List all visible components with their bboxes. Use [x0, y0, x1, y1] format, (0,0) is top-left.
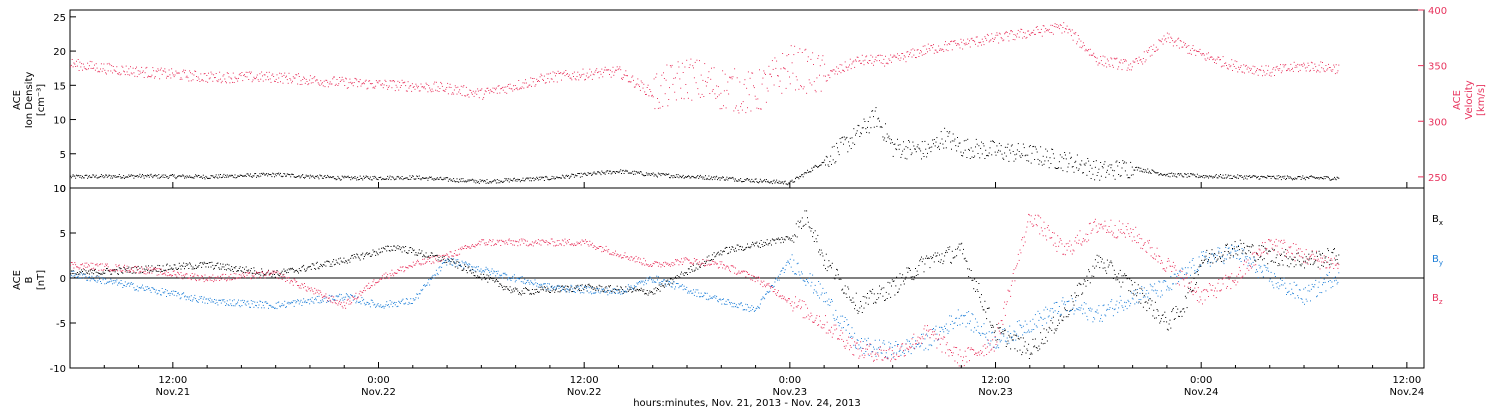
- density-axis-label-line3: [cm⁻³]: [36, 84, 47, 116]
- density-tick-label: 15: [53, 81, 66, 92]
- density-tick-label: 5: [60, 150, 66, 161]
- field-axis: -10 -5 0 5 10: [50, 184, 76, 375]
- velocity-tick-label: 400: [1428, 6, 1447, 17]
- time-tick-label: 12:00: [1392, 375, 1421, 386]
- date-tick-label: Nov.21: [156, 387, 191, 398]
- velocity-axis-label-line1: ACE: [1452, 90, 1463, 110]
- density-tick-label: 20: [53, 47, 66, 58]
- field-tick-label: 5: [60, 229, 66, 240]
- date-tick-label: Nov.23: [978, 387, 1013, 398]
- velocity-axis-label-line3: [km/s]: [1476, 84, 1487, 116]
- density-axis: 0 5 10 15 20 25: [53, 13, 76, 195]
- date-tick-label: Nov.24: [1390, 387, 1425, 398]
- velocity-series: [70, 22, 1340, 114]
- velocity-tick-label: 250: [1428, 173, 1447, 184]
- panel-bottom-data: [70, 210, 1424, 367]
- field-tick-label: -10: [50, 364, 66, 375]
- density-axis-label-line1: ACE: [12, 90, 23, 110]
- density-series: [70, 107, 1340, 186]
- time-tick-label: 0:00: [1190, 375, 1212, 386]
- velocity-tick-label: 350: [1428, 62, 1447, 73]
- date-tick-label: Nov.22: [361, 387, 396, 398]
- time-tick-label: 12:00: [570, 375, 599, 386]
- panel-top-frame: [69, 9, 1425, 189]
- bx-series: [70, 210, 1340, 359]
- field-axis-label-line1: ACE: [12, 270, 23, 290]
- field-axis-label-line3: [nT]: [36, 270, 47, 290]
- field-tick-label: 10: [53, 184, 66, 195]
- density-tick-label: 10: [53, 116, 66, 127]
- date-tick-label: Nov.24: [1184, 387, 1219, 398]
- time-tick-label: 12:00: [981, 375, 1010, 386]
- date-tick-label: Nov.22: [567, 387, 602, 398]
- legend-bx-label: Bx: [1432, 214, 1443, 227]
- date-tick-label: Nov.23: [773, 387, 808, 398]
- time-tick-label: 0:00: [367, 375, 389, 386]
- time-tick-label: 12:00: [158, 375, 187, 386]
- panel-magnetic-field: -10 -5 0 5 10 ACE B [nT] Bx By Bz: [12, 184, 1443, 375]
- legend-bx: Bx: [1432, 214, 1443, 227]
- velocity-axis: 250 300 350 400: [1418, 6, 1447, 184]
- velocity-axis-label-line2: Velocity: [1464, 80, 1475, 119]
- legend-by-label: By: [1432, 254, 1443, 267]
- legend-bz-label: Bz: [1432, 293, 1443, 306]
- field-tick-label: -5: [56, 319, 66, 330]
- time-axis: 12:00Nov.210:00Nov.2212:00Nov.220:00Nov.…: [103, 182, 1425, 398]
- legend-bz: Bz: [1432, 293, 1443, 306]
- time-tick-label: 0:00: [779, 375, 801, 386]
- density-tick-label: 0: [60, 184, 66, 195]
- legend-by: By: [1432, 254, 1443, 267]
- bz-series: [70, 213, 1340, 367]
- time-axis-label: hours:minutes, Nov. 21, 2013 - Nov. 24, …: [633, 398, 861, 409]
- panel-top-data: [70, 22, 1340, 186]
- field-tick-label: 0: [60, 274, 66, 285]
- by-series: [70, 244, 1340, 360]
- field-axis-label-line2: B: [24, 276, 35, 283]
- velocity-tick-label: 300: [1428, 117, 1447, 128]
- density-axis-label-line2: Ion Density: [24, 72, 35, 129]
- density-tick-label: 25: [53, 13, 66, 24]
